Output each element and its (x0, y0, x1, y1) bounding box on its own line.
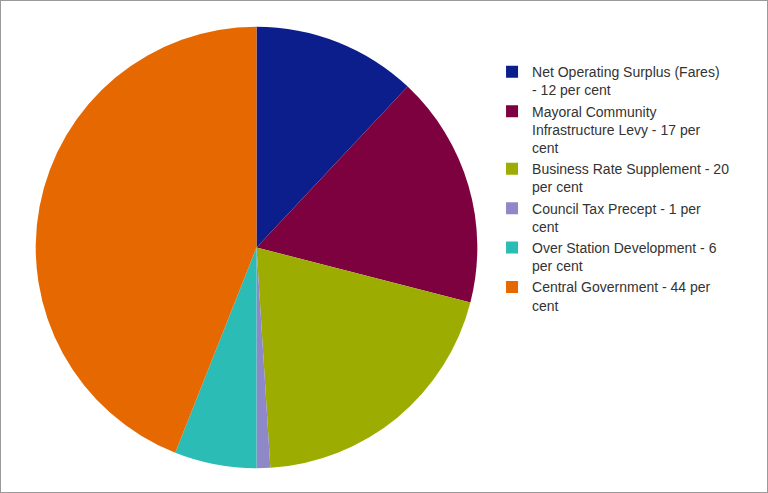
svg-text:Council Tax Precept - 1 percen: Council Tax Precept - 1 percent (532, 201, 701, 235)
svg-text:Central Government - 44 percen: Central Government - 44 percent (532, 279, 711, 313)
svg-text:Business Rate Supplement - 20p: Business Rate Supplement - 20per cent (532, 161, 729, 195)
svg-text:Mayoral CommunityInfrastructur: Mayoral CommunityInfrastructure Levy - 1… (532, 104, 700, 156)
svg-text:Net Operating Surplus (Fares)-: Net Operating Surplus (Fares)- 12 per ce… (532, 64, 720, 98)
svg-text:Over Station Development - 6pe: Over Station Development - 6per cent (532, 240, 717, 274)
